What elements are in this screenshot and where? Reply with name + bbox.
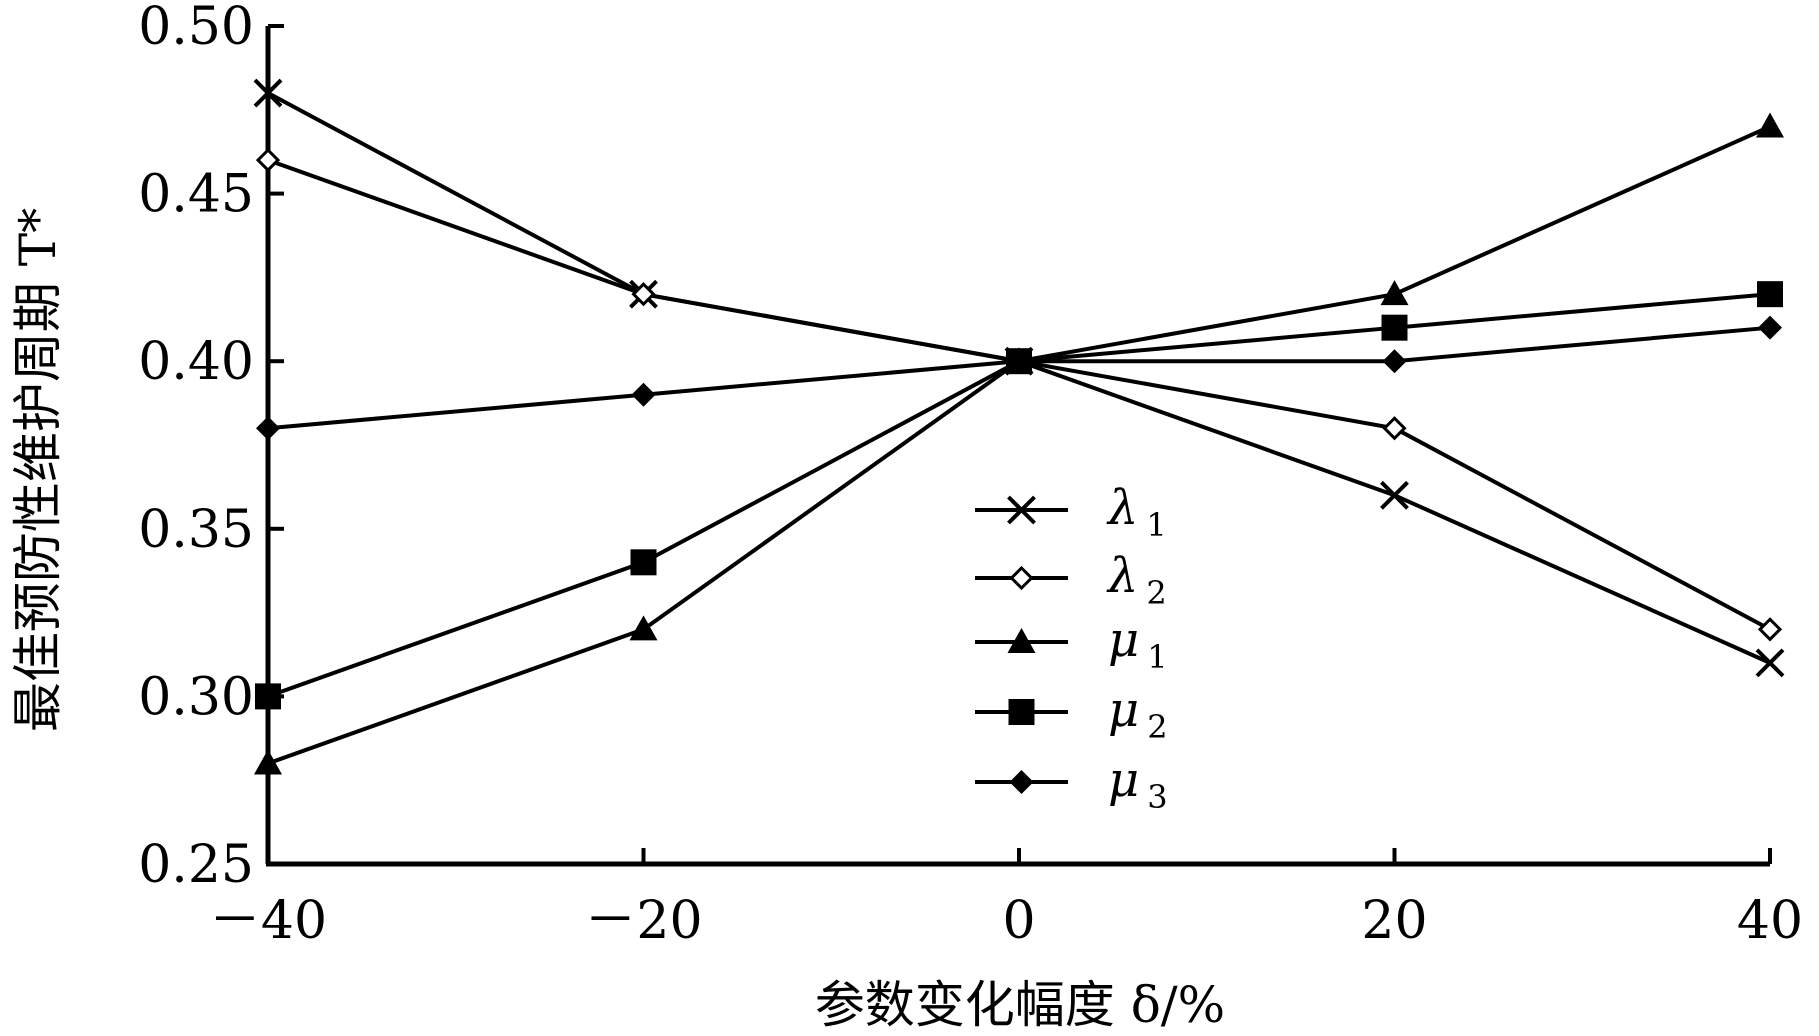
triangle-marker xyxy=(1380,280,1409,306)
square-marker xyxy=(1757,281,1783,308)
x-marker xyxy=(253,78,283,108)
legend-subscript: 1 xyxy=(1146,506,1166,544)
x-marker xyxy=(1755,648,1785,678)
series-layer xyxy=(253,78,1785,775)
open-diamond-marker xyxy=(1757,617,1783,642)
legend-subscript: 1 xyxy=(1147,638,1167,676)
diamond-marker xyxy=(631,382,656,407)
triangle-marker xyxy=(254,749,282,775)
triangle-marker xyxy=(629,615,658,641)
series-5 xyxy=(256,315,1782,441)
x-tick-label: 20 xyxy=(1361,891,1427,951)
y-tick-label: 0.25 xyxy=(138,835,254,895)
diamond-marker xyxy=(1007,349,1031,374)
series-line xyxy=(267,158,1771,632)
diamond-marker xyxy=(1009,770,1034,794)
x-axis-title: 参数变化幅度 δ/% xyxy=(815,976,1225,1034)
series-line xyxy=(267,325,1771,431)
triangle-marker xyxy=(1007,628,1036,653)
axes: 0.25 0.30 0.35 0.40 0.45 0.50 －40 －20 0 20 40 xyxy=(138,0,1803,951)
diamond-marker xyxy=(1758,315,1782,340)
x-tick-label: －40 xyxy=(209,891,327,951)
y-tick-label: 0.50 xyxy=(138,0,254,57)
open-diamond-marker xyxy=(1382,416,1407,441)
y-tick-label: 0.40 xyxy=(138,332,254,392)
legend-subscript: 3 xyxy=(1147,778,1167,816)
y-axis-title: 最佳预防性维护周期 T* xyxy=(9,208,67,732)
legend-subscript: 2 xyxy=(1146,574,1166,612)
legend: λ 1λ 2μ 1μ 2μ 3 xyxy=(975,480,1168,816)
x-marker xyxy=(1380,480,1409,510)
open-diamond-marker xyxy=(631,282,656,307)
diamond-marker xyxy=(256,416,280,441)
x-tick-label: －20 xyxy=(584,891,702,951)
open-diamond-marker xyxy=(255,147,281,173)
diamond-marker xyxy=(1382,349,1407,374)
legend-subscript: 2 xyxy=(1147,708,1167,746)
x-tick-label: 40 xyxy=(1737,891,1803,951)
y-tick-label: 0.45 xyxy=(138,165,254,225)
x-marker xyxy=(1007,495,1036,525)
series-3 xyxy=(254,112,1784,775)
series-line xyxy=(267,124,1771,766)
open-diamond-marker xyxy=(1009,565,1034,591)
square-marker xyxy=(1381,314,1408,341)
square-marker xyxy=(255,683,281,710)
x-tick-label: 0 xyxy=(1002,891,1035,951)
square-marker xyxy=(630,549,657,576)
triangle-marker xyxy=(1756,112,1784,138)
y-tick-label: 0.30 xyxy=(138,667,254,727)
square-marker xyxy=(1008,699,1035,725)
y-tick-label: 0.35 xyxy=(138,500,254,560)
